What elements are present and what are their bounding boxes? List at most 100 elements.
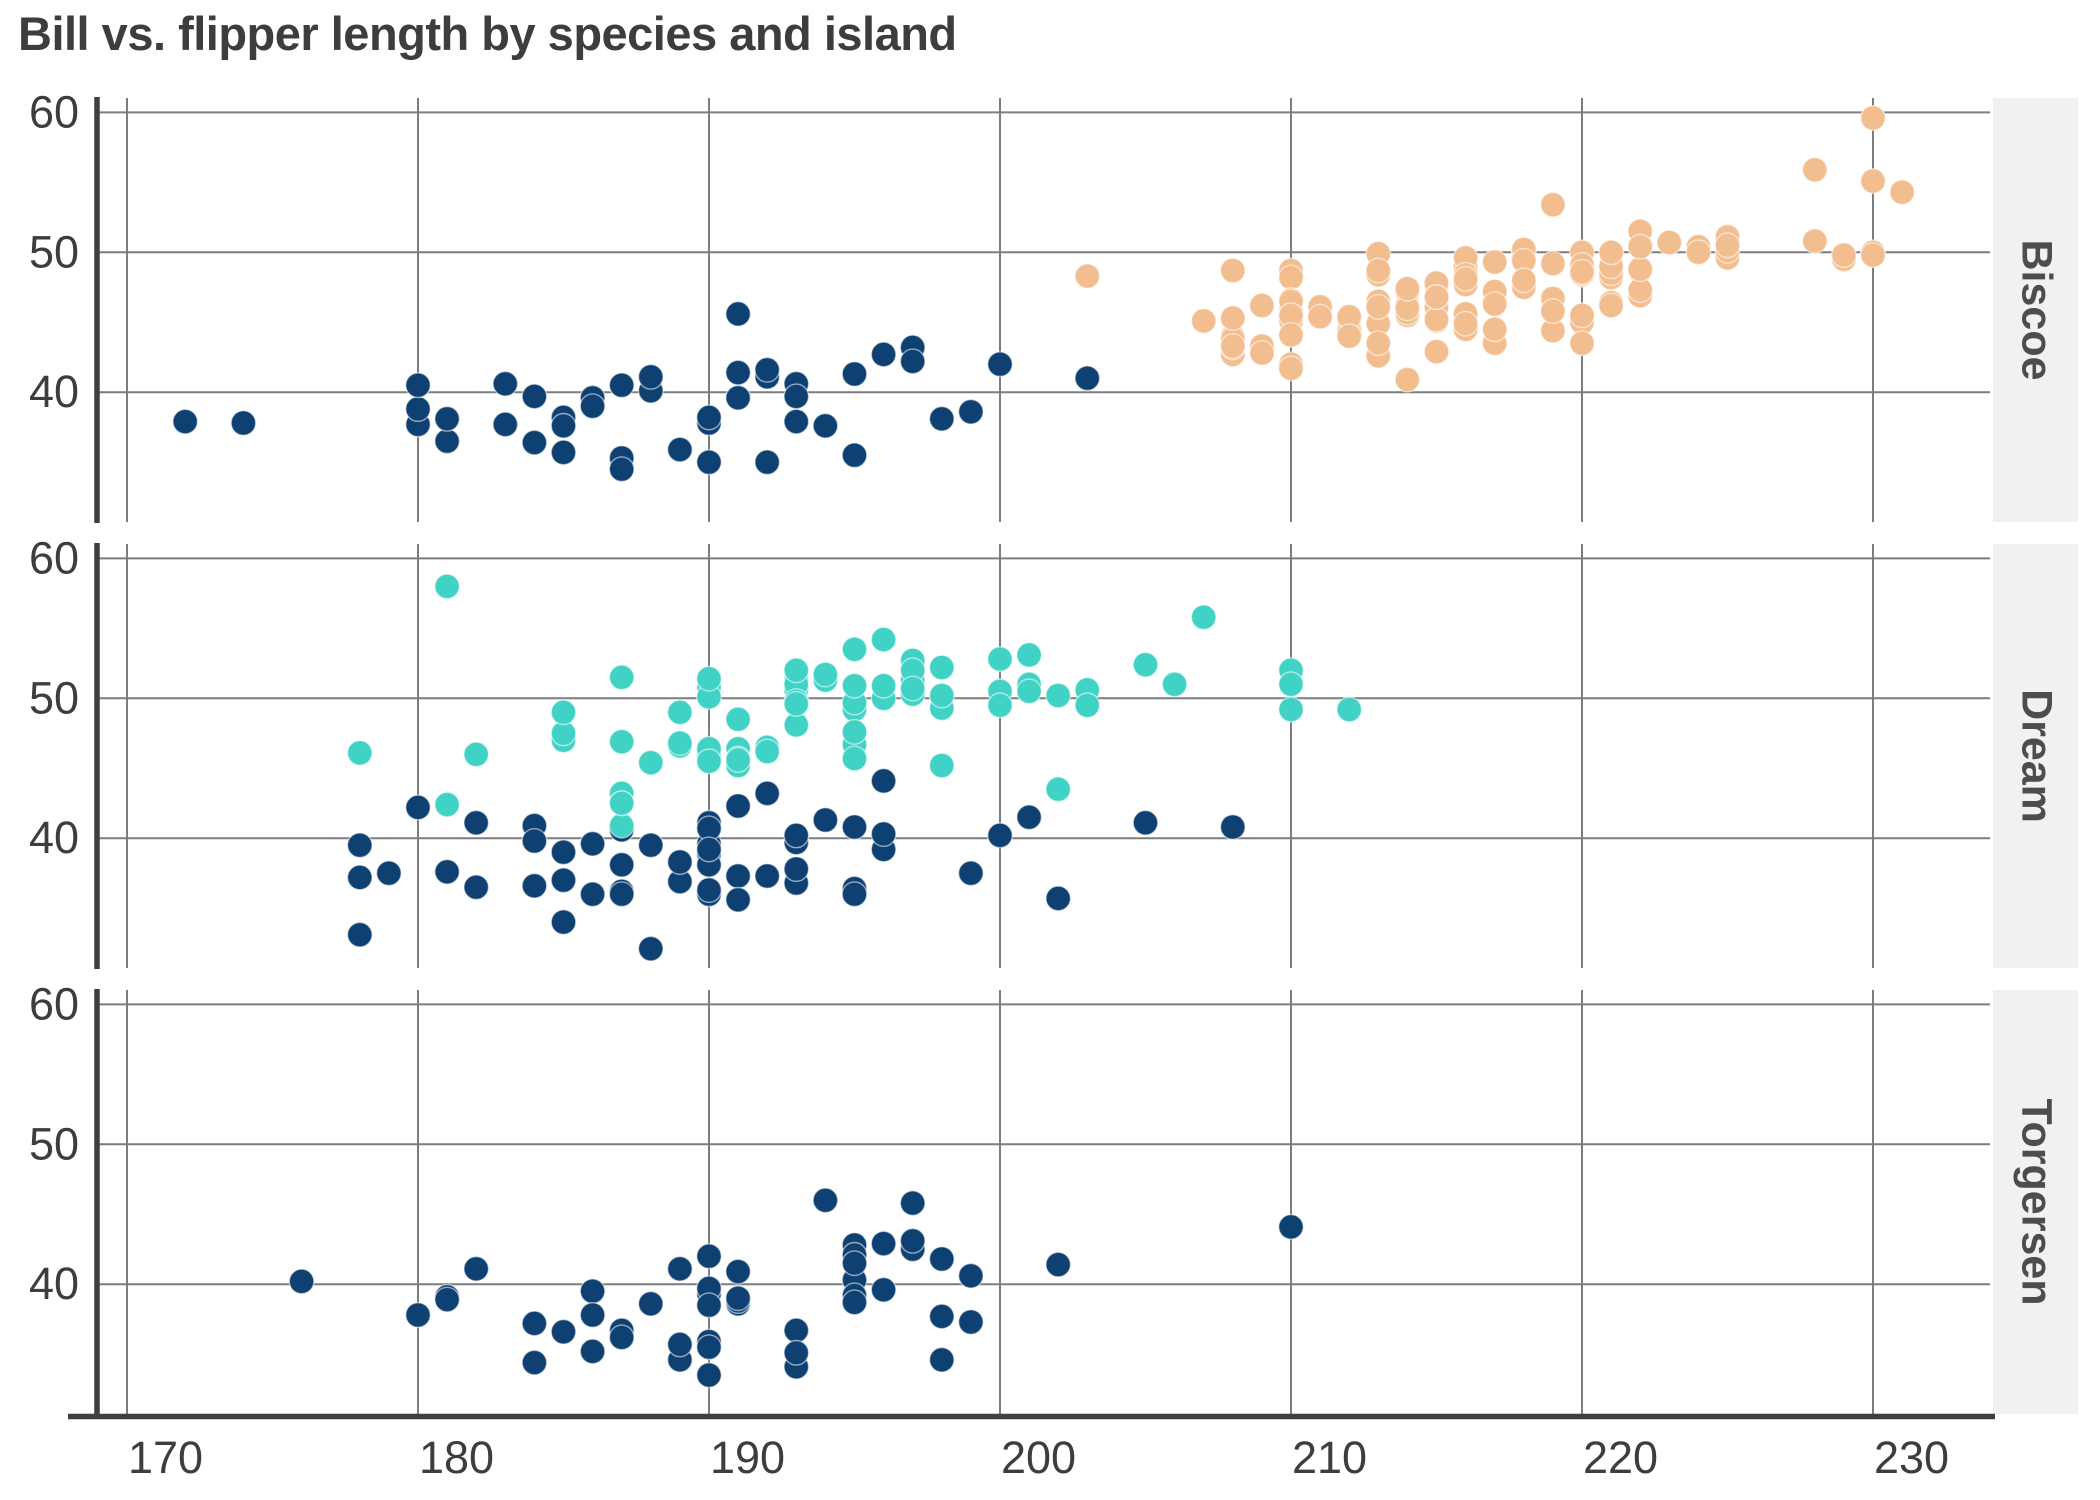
data-point — [696, 404, 723, 431]
data-point — [812, 1187, 839, 1214]
data-point — [725, 300, 752, 327]
data-point — [1074, 692, 1101, 719]
data-point — [550, 699, 577, 726]
data-point — [1132, 809, 1159, 836]
y-tick-label: 40 — [29, 812, 79, 863]
series-adelie — [288, 1187, 1304, 1389]
data-point — [1045, 1251, 1072, 1278]
data-point — [1481, 249, 1508, 276]
data-point — [288, 1268, 315, 1295]
data-point — [987, 692, 1014, 719]
series-chinstrap — [346, 573, 1363, 839]
data-point — [1365, 330, 1392, 357]
data-point — [405, 396, 432, 423]
data-point — [841, 442, 868, 469]
data-point — [434, 573, 461, 600]
data-point — [957, 1308, 984, 1335]
data-point — [725, 384, 752, 411]
data-point — [696, 1362, 723, 1389]
data-point — [346, 739, 373, 766]
data-point — [783, 856, 810, 883]
data-point — [666, 849, 693, 876]
y-tick-label: 40 — [29, 1258, 79, 1309]
x-tick-label: 180 — [419, 1432, 494, 1483]
data-point — [841, 814, 868, 841]
data-point — [696, 877, 723, 904]
chart-title: Bill vs. flipper length by species and i… — [18, 7, 957, 60]
data-point — [434, 858, 461, 885]
data-point — [1568, 330, 1595, 357]
data-point — [1714, 232, 1741, 259]
data-point — [1219, 814, 1246, 841]
data-point — [1074, 365, 1101, 392]
data-point — [405, 372, 432, 399]
data-point — [492, 411, 519, 438]
data-point — [754, 449, 781, 476]
data-point — [1219, 305, 1246, 332]
y-tick-label: 40 — [29, 366, 79, 417]
data-point — [957, 1262, 984, 1289]
data-point — [666, 1255, 693, 1282]
data-point — [1045, 885, 1072, 912]
data-point — [1598, 239, 1625, 266]
data-point — [1277, 671, 1304, 698]
data-point — [783, 408, 810, 435]
data-point — [841, 745, 868, 772]
x-tick-label: 170 — [128, 1432, 203, 1483]
data-point — [899, 348, 926, 375]
data-point — [725, 793, 752, 820]
data-point — [987, 822, 1014, 849]
data-point — [783, 383, 810, 410]
data-point — [1307, 303, 1334, 330]
data-point — [550, 867, 577, 894]
data-point — [870, 767, 897, 794]
data-point — [957, 860, 984, 887]
data-point — [637, 935, 664, 962]
data-point — [812, 412, 839, 439]
data-point — [928, 1245, 955, 1272]
data-point — [550, 412, 577, 439]
data-point — [521, 1349, 548, 1376]
facet-strip — [1993, 990, 2078, 1414]
data-point — [666, 1331, 693, 1358]
data-point — [1423, 284, 1450, 311]
data-point — [1598, 292, 1625, 319]
data-point — [783, 657, 810, 684]
data-point — [521, 872, 548, 899]
data-point — [841, 881, 868, 908]
data-point — [1277, 264, 1304, 291]
data-point — [899, 1190, 926, 1217]
data-point — [696, 1334, 723, 1361]
data-point — [230, 410, 257, 437]
data-point — [550, 1318, 577, 1345]
data-point — [608, 728, 635, 755]
data-point — [1394, 275, 1421, 302]
data-point — [550, 839, 577, 866]
data-point — [1016, 678, 1043, 705]
data-point — [928, 1303, 955, 1330]
data-point — [1074, 263, 1101, 290]
data-point — [346, 832, 373, 859]
facet-strip — [1993, 544, 2078, 968]
data-point — [1248, 340, 1275, 367]
data-point — [492, 370, 519, 397]
data-point — [841, 718, 868, 745]
data-point — [579, 1301, 606, 1328]
data-point — [1161, 671, 1188, 698]
data-point — [521, 828, 548, 855]
data-point — [725, 863, 752, 890]
data-point — [1656, 229, 1683, 256]
data-point — [870, 1230, 897, 1257]
data-point — [521, 429, 548, 456]
data-point — [172, 408, 199, 435]
data-point — [696, 1243, 723, 1270]
data-point — [463, 1255, 490, 1282]
data-point — [637, 1290, 664, 1317]
data-point — [725, 1285, 752, 1312]
data-point — [1219, 333, 1246, 360]
data-point — [841, 1289, 868, 1316]
data-point — [696, 1292, 723, 1319]
x-tick-label: 220 — [1583, 1432, 1658, 1483]
data-point — [696, 449, 723, 476]
